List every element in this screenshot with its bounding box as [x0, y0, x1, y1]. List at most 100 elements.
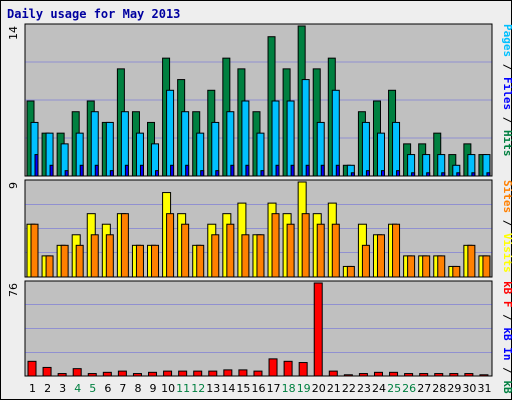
bar-pages-day-16	[256, 132, 265, 177]
bar-files-day-25	[396, 170, 401, 177]
bar-sites-day-20	[316, 223, 325, 278]
bar-kb-f-day-22	[343, 374, 353, 377]
bar-sites-day-13	[211, 234, 220, 278]
bar-sites-day-3	[60, 244, 69, 278]
bar-sites-day-23	[361, 244, 370, 278]
bar-sites-day-21	[331, 223, 340, 278]
bar-pages-day-10	[166, 89, 175, 177]
ymax-label-kb: 76	[7, 283, 20, 297]
bar-sites-day-9	[151, 244, 160, 278]
x-tick-day-6: 6	[104, 382, 111, 395]
bar-sites-day-28	[437, 255, 446, 278]
bar-kb-f-day-23	[358, 373, 368, 377]
bar-kb-f-day-27	[419, 373, 429, 377]
bar-kb-f-day-8	[132, 373, 142, 377]
bar-sites-day-6	[105, 234, 114, 278]
bar-files-day-13	[215, 170, 220, 177]
bar-files-day-19	[305, 164, 310, 177]
bar-kb-f-day-1	[27, 360, 37, 377]
bar-kb-f-day-4	[72, 368, 82, 377]
bar-sites-day-24	[376, 234, 385, 278]
bar-kb-f-day-28	[434, 373, 444, 377]
bar-files-day-12	[200, 170, 205, 177]
x-tick-day-17: 17	[267, 382, 281, 395]
bar-kb-f-day-13	[208, 370, 218, 377]
x-tick-day-23: 23	[357, 382, 371, 395]
bar-sites-day-31	[482, 255, 491, 278]
bar-kb-f-day-19	[298, 362, 308, 377]
bar-pages-day-15	[241, 100, 250, 177]
bar-kb-f-day-5	[87, 373, 97, 377]
x-tick-day-14: 14	[221, 382, 235, 395]
x-tick-day-22: 22	[342, 382, 356, 395]
bar-files-day-9	[155, 170, 160, 177]
x-tick-day-28: 28	[432, 382, 446, 395]
x-tick-day-1: 1	[29, 382, 36, 395]
ylabel-part-hits-files-pages-3: /	[501, 110, 512, 130]
x-tick-day-25: 25	[387, 382, 401, 395]
bar-pages-day-17	[271, 100, 280, 177]
x-tick-day-19: 19	[297, 382, 311, 395]
bar-sites-day-4	[75, 244, 84, 278]
ylabel-part-hits-files-pages-4: Hits	[501, 130, 512, 157]
bar-files-day-23	[365, 170, 370, 177]
bar-files-day-14	[230, 164, 235, 177]
bar-kb-f-day-12	[193, 370, 203, 377]
ylabel-part-kb-1: /	[501, 308, 512, 328]
bar-sites-day-5	[90, 234, 99, 278]
ylabel-part-visits-sites-0: Sites	[501, 180, 512, 213]
bar-sites-day-2	[45, 255, 54, 278]
bar-files-day-1	[34, 154, 39, 177]
bar-sites-day-19	[301, 213, 310, 278]
x-tick-day-16: 16	[252, 382, 266, 395]
bar-kb-f-day-7	[117, 370, 127, 377]
bar-files-day-29	[456, 172, 461, 177]
ylabel-kb: kB F / kB In / kB Out	[501, 281, 512, 400]
bar-kb-f-day-17	[268, 358, 278, 377]
bar-pages-day-25	[392, 121, 401, 177]
x-tick-day-12: 12	[191, 382, 205, 395]
bar-sites-day-10	[166, 213, 175, 278]
bar-files-day-4	[79, 164, 84, 177]
bar-files-day-26	[411, 172, 416, 177]
bar-files-day-2	[49, 164, 54, 177]
x-tick-day-3: 3	[59, 382, 66, 395]
ylabel-part-kb-2: kB In	[501, 327, 512, 360]
ymax-label-visits-sites: 9	[7, 182, 20, 189]
bar-kb-f-day-6	[102, 371, 112, 377]
bar-kb-f-day-18	[283, 360, 293, 377]
x-tick-day-13: 13	[206, 382, 220, 395]
bar-kb-f-day-11	[178, 370, 188, 377]
bar-files-day-31	[486, 172, 491, 177]
bar-files-day-28	[441, 172, 446, 177]
x-tick-day-30: 30	[462, 382, 476, 395]
bar-files-day-22	[350, 172, 355, 177]
bar-kb-f-day-2	[42, 366, 52, 377]
bar-pages-day-6	[105, 121, 114, 177]
bar-sites-day-14	[226, 223, 235, 278]
bar-sites-day-7	[120, 213, 129, 278]
ylabel-part-kb-3: /	[501, 361, 512, 381]
x-tick-day-5: 5	[89, 382, 96, 395]
bar-files-day-7	[124, 164, 129, 177]
x-tick-day-26: 26	[402, 382, 416, 395]
x-tick-day-11: 11	[176, 382, 190, 395]
bar-files-day-27	[426, 172, 431, 177]
ymax-label-hits-files-pages: 14	[7, 26, 20, 40]
bar-kb-f-day-21	[328, 370, 338, 377]
bar-sites-day-30	[467, 244, 476, 278]
x-tick-day-9: 9	[150, 382, 157, 395]
bar-files-day-15	[245, 164, 250, 177]
bar-files-day-30	[471, 172, 476, 177]
bar-pages-day-18	[286, 100, 295, 177]
bar-pages-day-19	[301, 79, 310, 177]
chart-title: Daily usage for May 2013	[7, 7, 180, 21]
bar-sites-day-29	[452, 265, 461, 278]
bar-kb-f-day-25	[389, 371, 399, 377]
bar-kb-f-day-30	[464, 373, 474, 377]
bar-files-day-8	[139, 164, 144, 177]
x-tick-day-29: 29	[447, 382, 461, 395]
bar-sites-day-12	[196, 244, 205, 278]
bar-files-day-20	[320, 164, 325, 177]
bar-files-day-18	[290, 164, 295, 177]
